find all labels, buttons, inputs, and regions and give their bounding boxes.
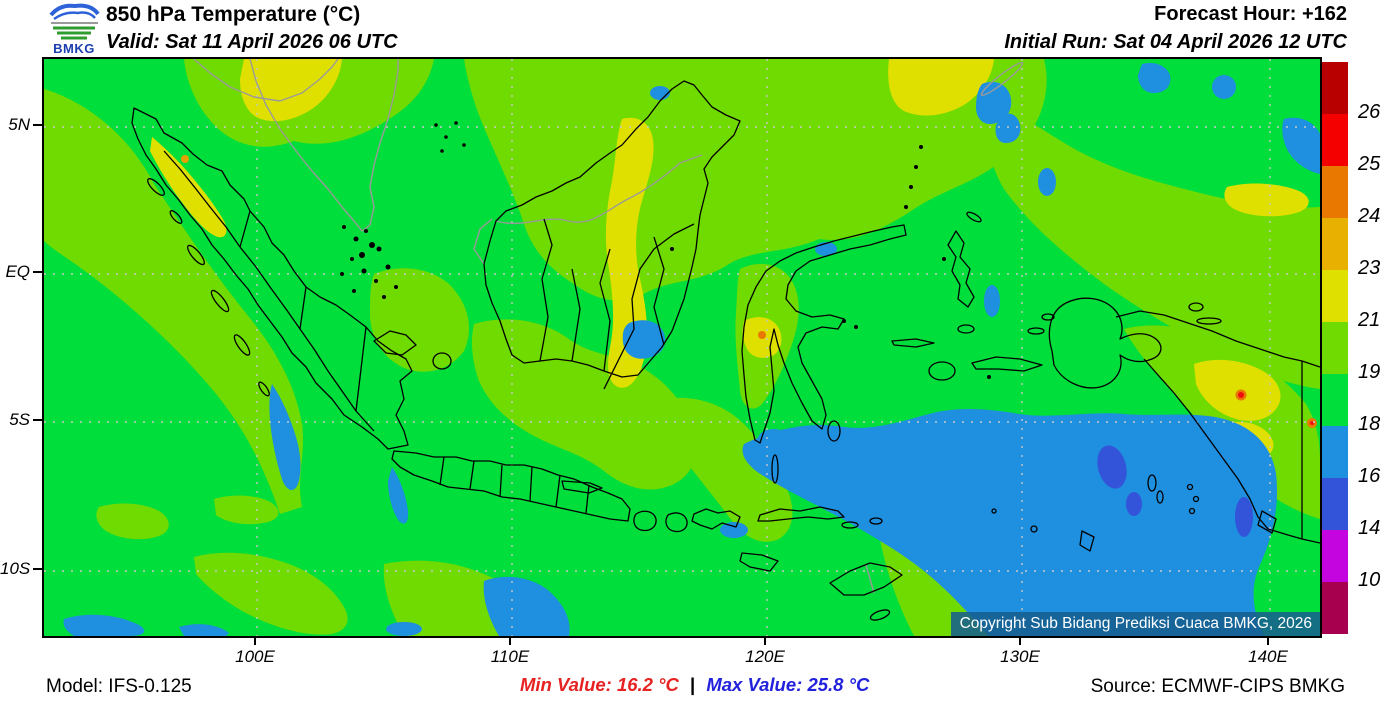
map-frame: Copyright Sub Bidang Prediksi Cuaca BMKG… [42,57,1322,638]
colorbar-segment [1322,582,1348,634]
y-axis-label: EQ [5,262,30,281]
source-label: Source: ECMWF-CIPS BMKG [1090,676,1345,697]
temp-warm-spots [181,155,1317,428]
x-axis-tick [764,636,766,645]
temp-band-14-16 [1097,445,1253,537]
colorbar-tick-label: 18 [1358,413,1381,435]
y-axis-tick [33,419,42,421]
x-axis-tick [509,636,511,645]
colorbar-segment [1322,322,1348,374]
y-axis-tick [33,271,42,273]
colorbar-segment [1322,478,1348,530]
colorbar-segments [1322,62,1348,634]
x-axis-label: 140E [1248,647,1288,666]
temp-band-19-21 [44,59,1320,636]
gridlines [44,59,1320,636]
x-axis-tick [254,636,256,645]
island-speckles [340,121,991,379]
colorbar-tick-label: 19 [1358,361,1381,383]
coastlines [131,80,1320,621]
y-axis-tick [33,124,42,126]
y-axis-tick [33,568,42,570]
colorbar-segment [1322,270,1348,322]
copyright-label: Copyright Sub Bidang Prediksi Cuaca BMKG… [950,612,1320,636]
bmkg-logo: BMKG [45,2,103,56]
colorbar-tick-label: 14 [1358,517,1381,539]
colorbar-labels: 26 25 24 23 21 19 18 16 14 10 [1358,62,1398,634]
x-axis-tick [1019,636,1021,645]
colorbar-segment [1322,62,1348,114]
colorbar-segment [1322,114,1348,166]
max-value-label: Max Value: 25.8 °C [706,674,870,695]
minmax-separator: | [690,674,696,695]
bmkg-logo-text: BMKG [53,41,95,56]
colorbar-segment [1322,426,1348,478]
x-axis-label: 110E [490,647,530,666]
colorbar-segment [1322,218,1348,270]
initial-run-label: Initial Run: Sat 04 April 2026 12 UTC [1004,31,1347,53]
colorbar-segment [1322,374,1348,426]
valid-time-label: Valid: Sat 11 April 2026 06 UTC [106,31,398,53]
page-title: 850 hPa Temperature (°C) [106,3,361,26]
colorbar-tick-label: 16 [1358,465,1381,487]
colorbar-tick-label: 24 [1358,205,1381,227]
x-axis-label: 130E [1000,647,1040,666]
colorbar-segment [1322,530,1348,582]
forecast-hour-label: Forecast Hour: +162 [1154,3,1347,25]
y-axis-label: 10S [0,559,31,578]
model-label: Model: IFS-0.125 [46,676,192,697]
colorbar-tick-label: 23 [1358,257,1381,279]
x-axis-label: 120E [745,647,785,666]
x-axis-tick [1267,636,1269,645]
colorbar-segment [1322,166,1348,218]
colorbar-tick-label: 10 [1358,569,1381,591]
y-axis-label: 5N [8,115,30,134]
x-axis-label: 100E [235,647,275,666]
colorbar-tick-label: 26 [1358,101,1381,123]
bmkg-logo-icon [49,3,100,40]
foreign-borders [193,59,1024,594]
minmax-values: Min Value: 16.2 °C | Max Value: 25.8 °C [520,674,869,696]
colorbar-tick-label: 21 [1358,309,1381,331]
temp-band-16-18 [63,63,1320,636]
colorbar-tick-label: 25 [1358,153,1381,175]
y-axis-label: 5S [9,410,30,429]
temperature-map-artwork [44,59,1320,636]
min-value-label: Min Value: 16.2 °C [520,674,679,695]
